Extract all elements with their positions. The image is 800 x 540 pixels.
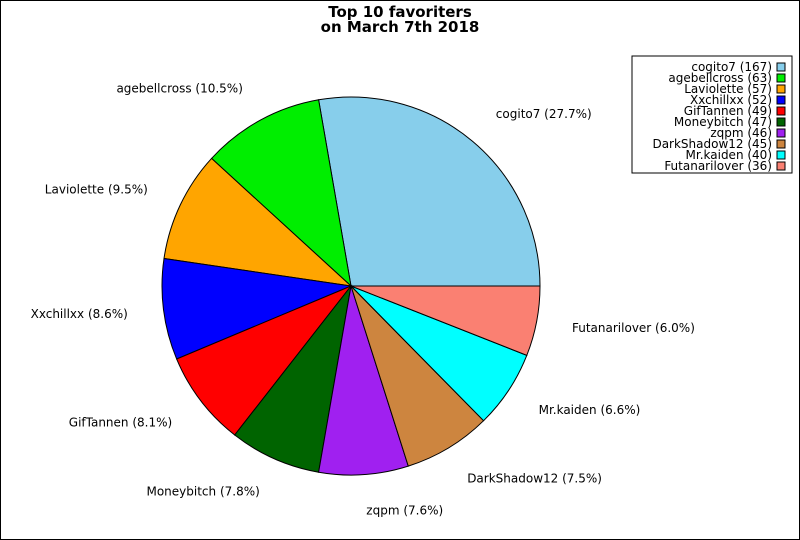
- slice-label-mr-kaiden: Mr.kaiden (6.6%): [539, 403, 641, 417]
- pie-slice-agebellcross: [210, 99, 352, 288]
- legend-label-mr-kaiden: Mr.kaiden (40): [686, 148, 772, 162]
- legend-label-laviolette: Laviolette (57): [684, 82, 772, 96]
- legend-label-xxchillxx: Xxchillxx (52): [690, 93, 772, 107]
- legend-swatch-giftannen: [776, 106, 786, 116]
- slice-label-giftannen: GifTannen (8.1%): [69, 416, 172, 430]
- legend-swatch-cogito7: [776, 62, 786, 72]
- chart-title: Top 10 favoriters: [328, 3, 472, 21]
- slice-label-darkshadow12: DarkShadow12 (7.5%): [467, 472, 602, 486]
- pie-slices: [161, 96, 541, 476]
- pie-slice-futanarilover: [350, 285, 541, 357]
- legend-label-cogito7: cogito7 (167): [691, 60, 772, 74]
- pie-labels: cogito7 (27.7%) agebellcross (10.5%) Lavio…: [31, 82, 695, 518]
- pie-slice-giftannen: [176, 284, 353, 436]
- legend-swatch-darkshadow12: [776, 139, 786, 149]
- slice-label-moneybitch: Moneybitch (7.8%): [146, 485, 259, 499]
- slice-label-laviolette: Laviolette (9.5%): [45, 182, 148, 196]
- chart-subtitle: on March 7th 2018: [321, 18, 480, 36]
- legend-label-futanarilover: Futanarilover (36): [664, 159, 772, 173]
- legend-label-darkshadow12: DarkShadow12 (45): [652, 137, 772, 151]
- legend-label-moneybitch: Moneybitch (47): [674, 115, 772, 129]
- pie-slice-xxchillxx: [161, 257, 353, 360]
- pie-slice-laviolette: [163, 157, 353, 287]
- slice-label-xxchillxx: Xxchillxx (8.6%): [31, 307, 128, 321]
- legend: cogito7 (167)agebellcross (63)Laviolette…: [631, 55, 793, 174]
- legend-label-giftannen: GifTannen (49): [684, 104, 772, 118]
- legend-label-agebellcross: agebellcross (63): [668, 71, 772, 85]
- slice-label-futanarilover: Futanarilover (6.0%): [572, 321, 695, 335]
- legend-swatch-agebellcross: [776, 73, 786, 83]
- slice-label-agebellcross: agebellcross (10.5%): [116, 82, 242, 96]
- legend-swatch-xxchillxx: [776, 95, 786, 105]
- pie-slice-cogito7: [318, 96, 541, 287]
- legend-box: [631, 55, 793, 174]
- slice-label-zqpm: zqpm (7.6%): [366, 504, 443, 518]
- legend-swatch-laviolette: [776, 84, 786, 94]
- legend-swatch-mr-kaiden: [776, 150, 786, 160]
- pie-slice-moneybitch: [234, 285, 352, 473]
- legend-swatch-moneybitch: [776, 117, 786, 127]
- legend-swatch-futanarilover: [776, 161, 786, 171]
- legend-label-zqpm: zqpm (46): [710, 126, 772, 140]
- legend-swatch-zqpm: [776, 128, 786, 138]
- slice-label-cogito7: cogito7 (27.7%): [496, 107, 592, 121]
